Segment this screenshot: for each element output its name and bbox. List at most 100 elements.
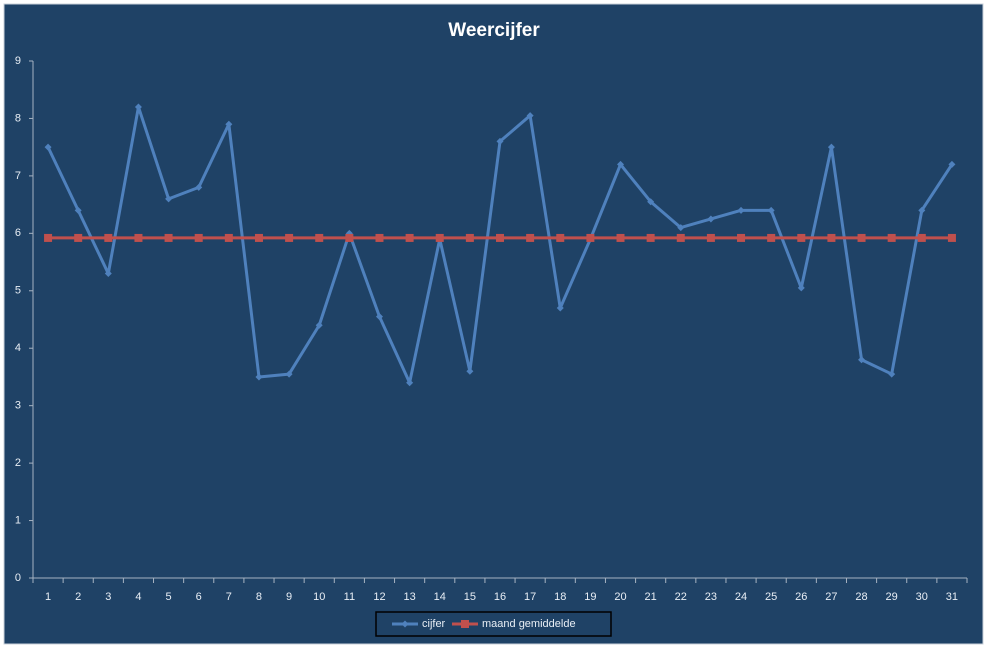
- y-tick-label: 6: [15, 227, 21, 239]
- point: [315, 321, 323, 329]
- point: [647, 198, 655, 206]
- y-tick-label: 4: [15, 342, 21, 354]
- point: [44, 143, 52, 151]
- x-tick-label: 10: [313, 591, 325, 603]
- x-tick-label: 24: [735, 591, 747, 603]
- point: [375, 313, 383, 321]
- point: [465, 233, 474, 242]
- point: [677, 224, 685, 232]
- point: [74, 206, 82, 214]
- point: [134, 233, 143, 242]
- x-tick-label: 29: [886, 591, 898, 603]
- x-tick-label: 6: [196, 591, 202, 603]
- x-tick-label: 2: [75, 591, 81, 603]
- point: [737, 233, 746, 242]
- point: [646, 233, 655, 242]
- y-tick-label: 8: [15, 112, 21, 124]
- point: [767, 233, 776, 242]
- point: [315, 233, 324, 242]
- x-tick-label: 31: [946, 591, 958, 603]
- x-tick-label: 1: [45, 591, 51, 603]
- legend-label: maand gemiddelde: [482, 618, 576, 630]
- point: [617, 160, 625, 168]
- legend-label: cijfer: [422, 618, 446, 630]
- point: [888, 370, 896, 378]
- point: [44, 233, 53, 242]
- point: [255, 373, 263, 381]
- x-tick-label: 13: [403, 591, 415, 603]
- x-tick-label: 20: [614, 591, 626, 603]
- point: [526, 233, 535, 242]
- point: [556, 233, 565, 242]
- point: [435, 233, 444, 242]
- x-tick-label: 26: [795, 591, 807, 603]
- x-tick-label: 3: [105, 591, 111, 603]
- point: [797, 284, 805, 292]
- x-tick-label: 12: [373, 591, 385, 603]
- x-tick-label: 22: [675, 591, 687, 603]
- point: [375, 233, 384, 242]
- point: [948, 160, 956, 168]
- x-tick-label: 5: [166, 591, 172, 603]
- y-tick-label: 3: [15, 400, 21, 412]
- point: [225, 120, 233, 128]
- x-tick-label: 27: [825, 591, 837, 603]
- point: [707, 215, 715, 223]
- point: [676, 233, 685, 242]
- y-tick-label: 7: [15, 170, 21, 182]
- point: [556, 304, 564, 312]
- x-tick-label: 17: [524, 591, 536, 603]
- point: [586, 233, 595, 242]
- point: [466, 367, 474, 375]
- point: [767, 206, 775, 214]
- point: [405, 233, 414, 242]
- point: [165, 195, 173, 203]
- point: [918, 206, 926, 214]
- point: [706, 233, 715, 242]
- x-tick-label: 25: [765, 591, 777, 603]
- x-tick-label: 4: [135, 591, 141, 603]
- x-tick-label: 9: [286, 591, 292, 603]
- x-tick-label: 23: [705, 591, 717, 603]
- point: [827, 143, 835, 151]
- point: [887, 233, 896, 242]
- point: [496, 233, 504, 242]
- legend-marker: [401, 620, 409, 628]
- y-tick-label: 1: [15, 514, 21, 526]
- chart-background: [3, 3, 984, 645]
- point: [857, 233, 866, 242]
- y-tick-label: 2: [15, 457, 21, 469]
- point: [254, 233, 263, 242]
- point: [104, 233, 113, 242]
- x-tick-label: 15: [464, 591, 476, 603]
- point: [285, 233, 294, 242]
- point: [737, 206, 745, 214]
- point: [616, 233, 625, 242]
- x-tick-label: 7: [226, 591, 232, 603]
- point: [406, 379, 414, 387]
- x-tick-label: 14: [434, 591, 446, 603]
- point: [74, 233, 83, 242]
- point: [797, 233, 806, 242]
- point: [224, 233, 233, 242]
- point: [164, 233, 173, 242]
- point: [827, 233, 836, 242]
- point: [858, 356, 866, 364]
- y-tick-label: 0: [15, 572, 21, 584]
- y-tick-label: 9: [15, 55, 21, 67]
- x-tick-label: 11: [344, 591, 355, 603]
- x-tick-label: 21: [645, 591, 657, 603]
- x-tick-label: 16: [494, 591, 506, 603]
- point: [285, 370, 293, 378]
- x-tick-label: 19: [584, 591, 596, 603]
- point: [947, 233, 956, 242]
- x-tick-label: 30: [916, 591, 928, 603]
- point: [195, 183, 203, 191]
- point: [104, 270, 112, 278]
- y-tick-label: 5: [15, 285, 21, 297]
- point: [526, 112, 534, 120]
- x-tick-label: 28: [855, 591, 867, 603]
- legend-marker: [461, 620, 469, 628]
